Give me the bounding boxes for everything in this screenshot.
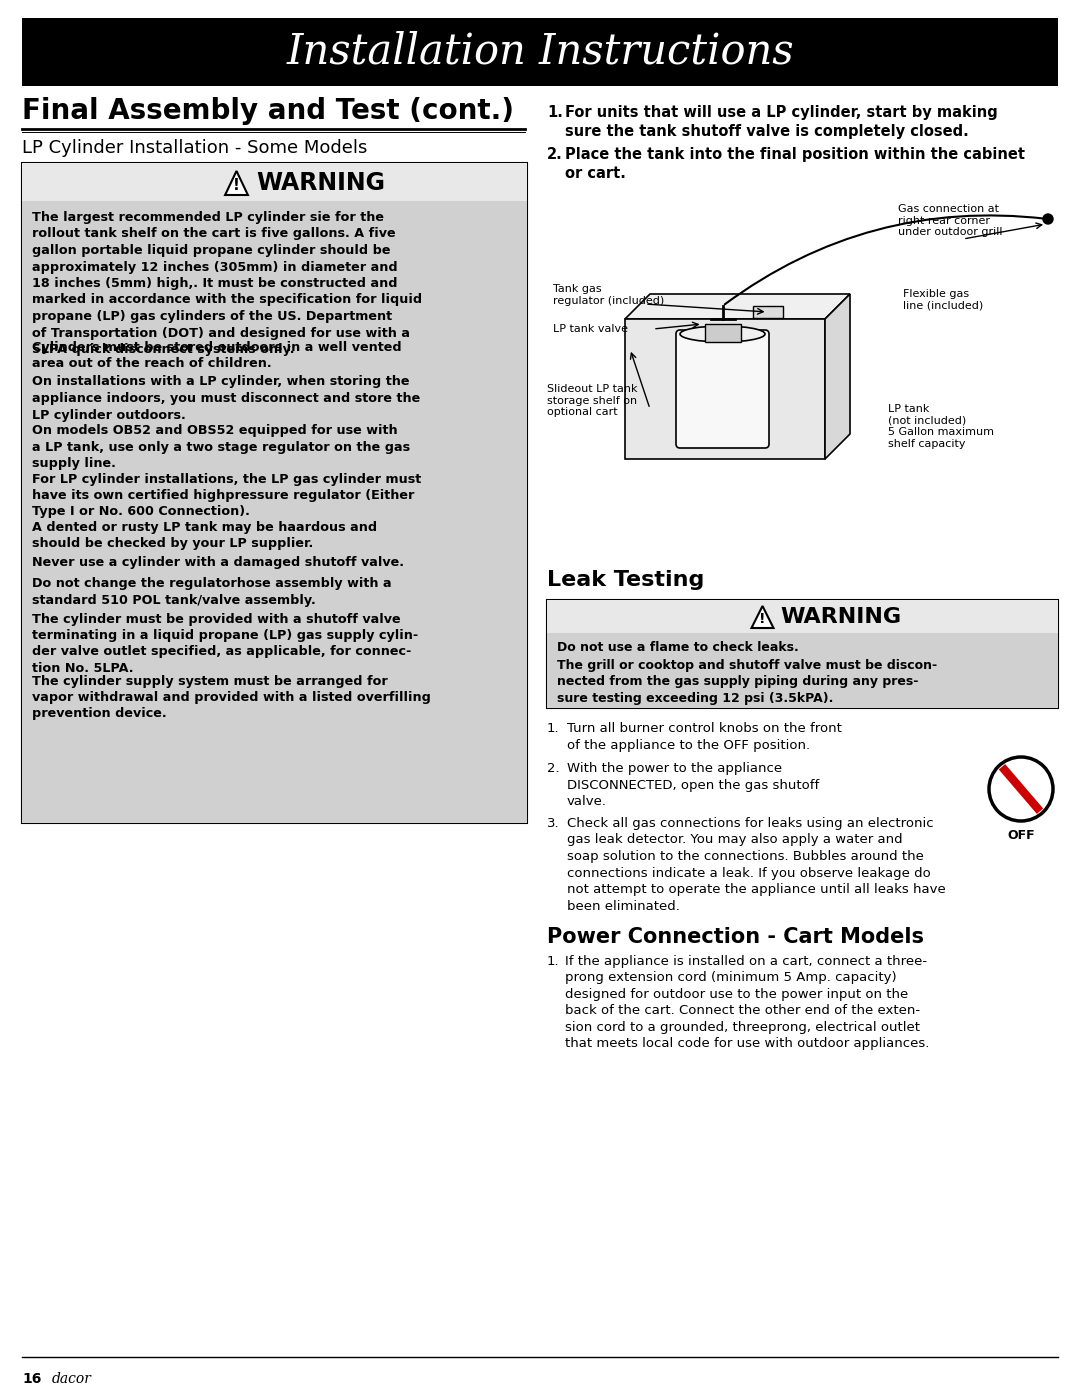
Text: The largest recommended LP cylinder sie for the
rollout tank shelf on the cart i: The largest recommended LP cylinder sie … bbox=[32, 211, 422, 356]
Text: Leak Testing: Leak Testing bbox=[546, 570, 704, 590]
Text: For units that will use a LP cylinder, start by making
sure the tank shutoff val: For units that will use a LP cylinder, s… bbox=[565, 105, 998, 138]
Bar bbox=[22, 163, 527, 823]
Ellipse shape bbox=[680, 326, 765, 342]
Bar bbox=[22, 18, 1058, 87]
Text: Do not use a flame to check leaks.: Do not use a flame to check leaks. bbox=[557, 641, 799, 654]
Polygon shape bbox=[752, 606, 773, 629]
Text: LP Cylinder Installation - Some Models: LP Cylinder Installation - Some Models bbox=[22, 138, 367, 156]
Text: OFF: OFF bbox=[1008, 828, 1035, 842]
FancyBboxPatch shape bbox=[676, 330, 769, 448]
Text: Turn all burner control knobs on the front
of the appliance to the OFF position.: Turn all burner control knobs on the fro… bbox=[567, 722, 842, 752]
Text: Slideout LP tank
storage shelf on
optional cart: Slideout LP tank storage shelf on option… bbox=[546, 384, 637, 418]
Text: LP tank
(not included)
5 Gallon maximum
shelf capacity: LP tank (not included) 5 Gallon maximum … bbox=[888, 404, 994, 448]
Text: !: ! bbox=[759, 612, 766, 626]
Text: Do not change the regulatorhose assembly with a
standard 510 POL tank/valve asse: Do not change the regulatorhose assembly… bbox=[32, 577, 392, 608]
Text: On installations with a LP cylinder, when storing the
appliance indoors, you mus: On installations with a LP cylinder, whe… bbox=[32, 376, 420, 422]
Text: 1.: 1. bbox=[546, 722, 559, 735]
Text: Cylinders must be stored outdoors in a well vented
area out of the reach of chil: Cylinders must be stored outdoors in a w… bbox=[32, 341, 402, 370]
Text: Tank gas
regulator (included): Tank gas regulator (included) bbox=[553, 284, 664, 306]
Text: Installation Instructions: Installation Instructions bbox=[286, 31, 794, 73]
Text: Place the tank into the final position within the cabinet
or cart.: Place the tank into the final position w… bbox=[565, 147, 1025, 180]
Text: 1.: 1. bbox=[546, 956, 559, 968]
Text: Gas connection at
right rear corner
under outdoor grill: Gas connection at right rear corner unde… bbox=[897, 204, 1002, 237]
Text: Flexible gas
line (included): Flexible gas line (included) bbox=[903, 289, 983, 310]
Text: 1.: 1. bbox=[546, 105, 563, 120]
Polygon shape bbox=[625, 293, 850, 319]
Circle shape bbox=[989, 757, 1053, 821]
Text: LP tank valve: LP tank valve bbox=[553, 324, 627, 334]
Bar bbox=[546, 599, 1058, 633]
Text: A dented or rusty LP tank may be haardous and
should be checked by your LP suppl: A dented or rusty LP tank may be haardou… bbox=[32, 521, 377, 550]
Text: 2.: 2. bbox=[546, 147, 563, 162]
Text: With the power to the appliance
DISCONNECTED, open the gas shutoff
valve.: With the power to the appliance DISCONNE… bbox=[567, 761, 820, 807]
Text: Check all gas connections for leaks using an electronic
gas leak detector. You m: Check all gas connections for leaks usin… bbox=[567, 817, 946, 912]
Bar bbox=[22, 163, 527, 201]
Polygon shape bbox=[825, 293, 850, 460]
Bar bbox=[753, 306, 783, 319]
Text: On models OB52 and OBS52 equipped for use with
a LP tank, use only a two stage r: On models OB52 and OBS52 equipped for us… bbox=[32, 425, 410, 469]
Bar bbox=[546, 633, 1058, 708]
Bar bbox=[704, 324, 741, 342]
Text: Never use a cylinder with a damaged shutoff valve.: Never use a cylinder with a damaged shut… bbox=[32, 556, 404, 569]
Text: WARNING: WARNING bbox=[257, 170, 386, 196]
Text: The grill or cooktop and shutoff valve must be discon-
nected from the gas suppl: The grill or cooktop and shutoff valve m… bbox=[557, 659, 937, 705]
Text: !: ! bbox=[233, 179, 240, 194]
Text: 3.: 3. bbox=[546, 817, 559, 830]
Text: For LP cylinder installations, the LP gas cylinder must
have its own certified h: For LP cylinder installations, the LP ga… bbox=[32, 472, 421, 518]
Text: Final Assembly and Test (cont.): Final Assembly and Test (cont.) bbox=[22, 96, 514, 124]
Text: Power Connection - Cart Models: Power Connection - Cart Models bbox=[546, 928, 924, 947]
Bar bbox=[546, 599, 1058, 708]
Text: WARNING: WARNING bbox=[781, 608, 902, 627]
Polygon shape bbox=[225, 170, 248, 196]
Bar bbox=[22, 201, 527, 823]
Text: 16: 16 bbox=[22, 1372, 41, 1386]
Text: The cylinder must be provided with a shutoff valve
terminating in a liquid propa: The cylinder must be provided with a shu… bbox=[32, 612, 418, 675]
Text: 2.: 2. bbox=[546, 761, 559, 775]
Text: dacor: dacor bbox=[52, 1372, 92, 1386]
Text: The cylinder supply system must be arranged for
vapor withdrawal and provided wi: The cylinder supply system must be arran… bbox=[32, 675, 431, 721]
Text: If the appliance is installed on a cart, connect a three-
prong extension cord (: If the appliance is installed on a cart,… bbox=[565, 956, 930, 1051]
Circle shape bbox=[1043, 214, 1053, 224]
Bar bbox=[625, 319, 825, 460]
